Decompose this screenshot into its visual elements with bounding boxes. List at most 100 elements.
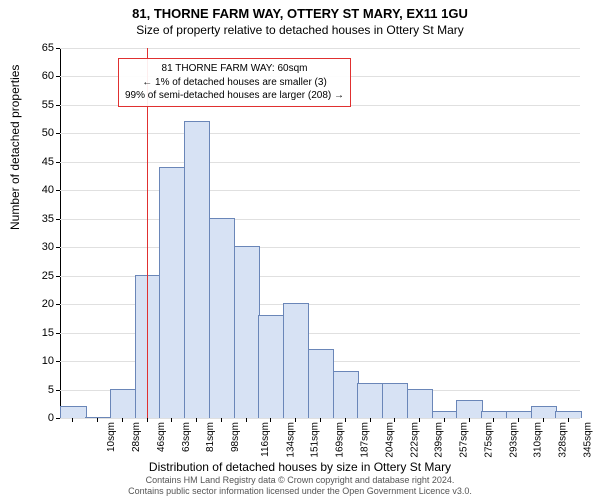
histogram-bar bbox=[407, 389, 433, 418]
ytick-mark bbox=[56, 418, 60, 419]
histogram-bar bbox=[209, 218, 235, 418]
xtick-label: 81sqm bbox=[205, 422, 216, 452]
xtick-mark bbox=[72, 418, 73, 422]
page-subtitle: Size of property relative to detached ho… bbox=[0, 21, 600, 37]
ytick-mark bbox=[56, 190, 60, 191]
histogram-bar bbox=[110, 389, 136, 418]
ytick-mark bbox=[56, 219, 60, 220]
xtick-label: 63sqm bbox=[181, 422, 192, 452]
ytick-label: 20 bbox=[26, 298, 54, 310]
xtick-mark bbox=[469, 418, 470, 422]
xtick-mark bbox=[419, 418, 420, 422]
histogram-bar bbox=[333, 371, 359, 418]
ytick-label: 30 bbox=[26, 241, 54, 253]
annotation-line: 81 THORNE FARM WAY: 60sqm bbox=[125, 62, 344, 76]
gridline bbox=[60, 247, 580, 248]
gridline bbox=[60, 133, 580, 134]
xtick-mark bbox=[221, 418, 222, 422]
histogram-bar bbox=[283, 303, 309, 418]
xtick-label: 10sqm bbox=[106, 422, 117, 452]
histogram-bar bbox=[382, 383, 408, 418]
ytick-mark bbox=[56, 48, 60, 49]
xtick-label: 222sqm bbox=[409, 422, 420, 458]
xtick-mark bbox=[122, 418, 123, 422]
footer-line-2: Contains public sector information licen… bbox=[0, 486, 600, 497]
histogram-bar bbox=[432, 411, 458, 418]
ytick-mark bbox=[56, 333, 60, 334]
xtick-label: 151sqm bbox=[310, 422, 321, 458]
xtick-label: 275sqm bbox=[483, 422, 494, 458]
ytick-mark bbox=[56, 247, 60, 248]
ytick-mark bbox=[56, 361, 60, 362]
xtick-label: 98sqm bbox=[230, 422, 241, 452]
ytick-mark bbox=[56, 276, 60, 277]
xtick-mark bbox=[320, 418, 321, 422]
ytick-label: 15 bbox=[26, 327, 54, 339]
histogram-bar bbox=[357, 383, 383, 418]
annotation-box: 81 THORNE FARM WAY: 60sqm← 1% of detache… bbox=[118, 58, 351, 107]
xtick-label: 328sqm bbox=[558, 422, 569, 458]
annotation-line: ← 1% of detached houses are smaller (3) bbox=[125, 76, 344, 90]
xtick-label: 257sqm bbox=[459, 422, 470, 458]
ytick-label: 40 bbox=[26, 184, 54, 196]
xtick-mark bbox=[568, 418, 569, 422]
xtick-label: 187sqm bbox=[360, 422, 371, 458]
xtick-label: 46sqm bbox=[156, 422, 167, 452]
ytick-label: 65 bbox=[26, 42, 54, 54]
x-axis-label: Distribution of detached houses by size … bbox=[0, 460, 600, 474]
ytick-mark bbox=[56, 390, 60, 391]
footer-line-1: Contains HM Land Registry data © Crown c… bbox=[0, 475, 600, 486]
annotation-line: 99% of semi-detached houses are larger (… bbox=[125, 89, 344, 103]
xtick-mark bbox=[246, 418, 247, 422]
xtick-mark bbox=[543, 418, 544, 422]
xtick-label: 239sqm bbox=[434, 422, 445, 458]
xtick-mark bbox=[345, 418, 346, 422]
ytick-label: 60 bbox=[26, 70, 54, 82]
xtick-label: 310sqm bbox=[533, 422, 544, 458]
xtick-label: 345sqm bbox=[582, 422, 593, 458]
xtick-label: 169sqm bbox=[335, 422, 346, 458]
histogram-bar bbox=[234, 246, 260, 418]
ytick-label: 0 bbox=[26, 412, 54, 424]
ytick-mark bbox=[56, 133, 60, 134]
ytick-label: 10 bbox=[26, 355, 54, 367]
histogram-bar bbox=[135, 275, 161, 418]
footer: Contains HM Land Registry data © Crown c… bbox=[0, 475, 600, 498]
gridline bbox=[60, 48, 580, 49]
gridline bbox=[60, 190, 580, 191]
ytick-mark bbox=[56, 162, 60, 163]
xtick-mark bbox=[518, 418, 519, 422]
xtick-mark bbox=[295, 418, 296, 422]
plot: 10sqm28sqm46sqm63sqm81sqm98sqm116sqm134s… bbox=[60, 48, 580, 418]
xtick-mark bbox=[270, 418, 271, 422]
xtick-mark bbox=[493, 418, 494, 422]
y-axis bbox=[60, 48, 61, 418]
ytick-mark bbox=[56, 105, 60, 106]
histogram-bar bbox=[555, 411, 581, 418]
ytick-mark bbox=[56, 304, 60, 305]
ytick-label: 45 bbox=[26, 156, 54, 168]
histogram-bar bbox=[308, 349, 334, 418]
histogram-bar bbox=[531, 406, 557, 418]
xtick-label: 204sqm bbox=[384, 422, 395, 458]
histogram-bar bbox=[258, 315, 284, 418]
xtick-mark bbox=[196, 418, 197, 422]
histogram-bar bbox=[506, 411, 532, 418]
histogram-bar bbox=[60, 406, 86, 418]
xtick-label: 116sqm bbox=[260, 422, 271, 457]
xtick-mark bbox=[171, 418, 172, 422]
ytick-mark bbox=[56, 76, 60, 77]
ytick-label: 55 bbox=[26, 99, 54, 111]
xtick-mark bbox=[444, 418, 445, 422]
gridline bbox=[60, 162, 580, 163]
xtick-label: 134sqm bbox=[285, 422, 296, 458]
ytick-label: 25 bbox=[26, 270, 54, 282]
xtick-mark bbox=[147, 418, 148, 422]
gridline bbox=[60, 219, 580, 220]
y-axis-label: Number of detached properties bbox=[8, 65, 22, 230]
histogram-bar bbox=[184, 121, 210, 418]
page-title: 81, THORNE FARM WAY, OTTERY ST MARY, EX1… bbox=[0, 0, 600, 21]
histogram-bar bbox=[456, 400, 482, 418]
ytick-label: 35 bbox=[26, 213, 54, 225]
xtick-mark bbox=[97, 418, 98, 422]
